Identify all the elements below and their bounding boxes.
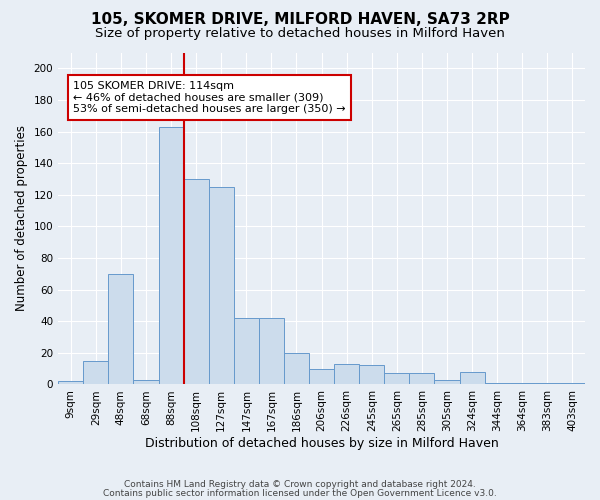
Bar <box>58 382 83 384</box>
Bar <box>460 372 485 384</box>
Bar <box>560 383 585 384</box>
Bar <box>309 368 334 384</box>
Bar <box>434 380 460 384</box>
Bar <box>259 318 284 384</box>
Y-axis label: Number of detached properties: Number of detached properties <box>15 126 28 312</box>
Text: Size of property relative to detached houses in Milford Haven: Size of property relative to detached ho… <box>95 28 505 40</box>
Bar <box>133 380 158 384</box>
Bar <box>535 383 560 384</box>
Bar <box>485 383 510 384</box>
Text: Contains public sector information licensed under the Open Government Licence v3: Contains public sector information licen… <box>103 489 497 498</box>
Bar <box>209 187 234 384</box>
Bar <box>510 383 535 384</box>
Bar <box>158 127 184 384</box>
Bar <box>83 360 109 384</box>
Text: 105 SKOMER DRIVE: 114sqm
← 46% of detached houses are smaller (309)
53% of semi-: 105 SKOMER DRIVE: 114sqm ← 46% of detach… <box>73 81 346 114</box>
Bar <box>385 374 409 384</box>
Bar <box>184 179 209 384</box>
Bar <box>234 318 259 384</box>
Bar <box>334 364 359 384</box>
Bar <box>109 274 133 384</box>
Bar <box>409 374 434 384</box>
Text: Contains HM Land Registry data © Crown copyright and database right 2024.: Contains HM Land Registry data © Crown c… <box>124 480 476 489</box>
X-axis label: Distribution of detached houses by size in Milford Haven: Distribution of detached houses by size … <box>145 437 499 450</box>
Bar <box>284 353 309 384</box>
Text: 105, SKOMER DRIVE, MILFORD HAVEN, SA73 2RP: 105, SKOMER DRIVE, MILFORD HAVEN, SA73 2… <box>91 12 509 28</box>
Bar <box>359 366 385 384</box>
